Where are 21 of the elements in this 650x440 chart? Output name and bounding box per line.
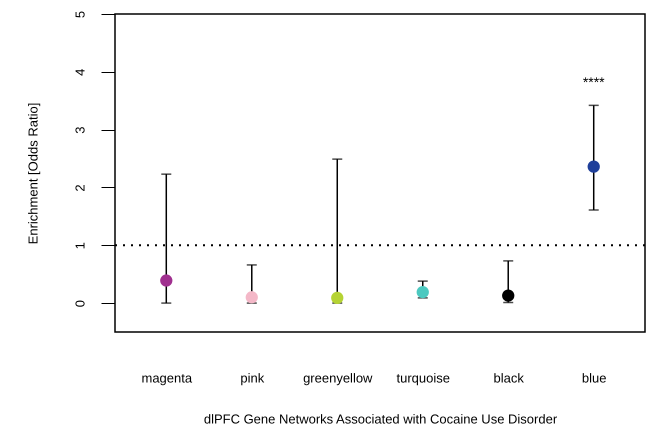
x-tick-label: turquoise [396,370,450,386]
point [246,291,258,304]
y-tick-label: 2 [72,184,88,192]
x-tick-label: pink [240,370,265,386]
y-tick-label: 4 [72,68,88,76]
x-axis-title: dlPFC Gene Networks Associated with Cocaine Use Disorder [204,412,558,426]
point [502,289,514,302]
annotation: **** [582,74,606,90]
x-tick-label: greenyellow [303,370,374,386]
y-tick-label: 3 [72,126,88,134]
x-tick-label: blue [582,370,606,386]
x-tick-label: black [494,370,524,386]
point [416,286,429,298]
point [588,160,600,173]
y-tick-label: 5 [72,10,88,18]
y-tick-label: 0 [72,300,88,308]
y-axis-title: Enrichment [Odds Ratio] [26,102,40,244]
x-tick-label: magenta [141,370,193,386]
point [331,292,344,304]
y-tick-label: 1 [72,242,88,250]
point [160,274,172,287]
